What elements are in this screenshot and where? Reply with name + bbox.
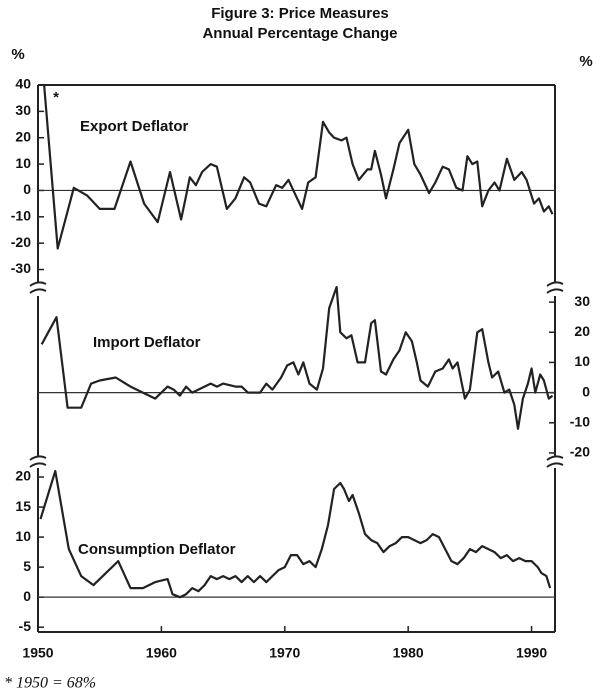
series-label: Export Deflator: [80, 118, 189, 135]
plot: [40, 285, 554, 430]
y-unit-left: %: [11, 46, 24, 63]
y-tick-label: 10: [15, 528, 31, 544]
y-tick-label: -5: [19, 618, 32, 634]
series-line: [40, 285, 554, 430]
y-tick-label: -20: [11, 234, 31, 250]
y-tick-label: -30: [11, 260, 31, 276]
y-tick-label: 10: [15, 155, 31, 171]
footnote: * 1950 = 68%: [4, 675, 96, 692]
series-line: [43, 85, 554, 250]
x-tick-label: 1970: [269, 645, 300, 661]
y-unit-right: %: [579, 53, 592, 70]
plot: [39, 469, 552, 599]
frame: [29, 84, 564, 633]
y-tick-label: 20: [574, 323, 590, 339]
y-tick-label: 30: [574, 293, 590, 309]
x-tick-label: 1980: [393, 645, 424, 661]
x-tick-label: 1950: [22, 645, 53, 661]
y-tick-label: 15: [15, 498, 31, 514]
y-tick-label: 5: [23, 558, 31, 574]
series-line: [39, 469, 552, 599]
x-tick-label: 1960: [146, 645, 177, 661]
series-label: Import Deflator: [93, 334, 201, 351]
series-label: Consumption Deflator: [78, 541, 236, 558]
y-tick-label: 30: [15, 102, 31, 118]
plot: [43, 85, 554, 250]
x-tick-label: 1990: [516, 645, 547, 661]
y-tick-label: 20: [15, 128, 31, 144]
y-tick-label: 0: [23, 181, 31, 197]
y-tick-label: -10: [570, 413, 590, 429]
y-tick-label: -10: [11, 208, 31, 224]
subtitle: Annual Percentage Change: [202, 25, 397, 42]
y-tick-label: 0: [23, 588, 31, 604]
y-tick-label: 10: [574, 353, 590, 369]
y-tick-label: 40: [15, 76, 31, 92]
y-tick-label: 20: [15, 468, 31, 484]
title: Figure 3: Price Measures: [211, 5, 389, 22]
y-tick-label: -20: [570, 444, 590, 460]
annotation-star: *: [53, 89, 59, 106]
y-tick-label: 0: [582, 383, 590, 399]
